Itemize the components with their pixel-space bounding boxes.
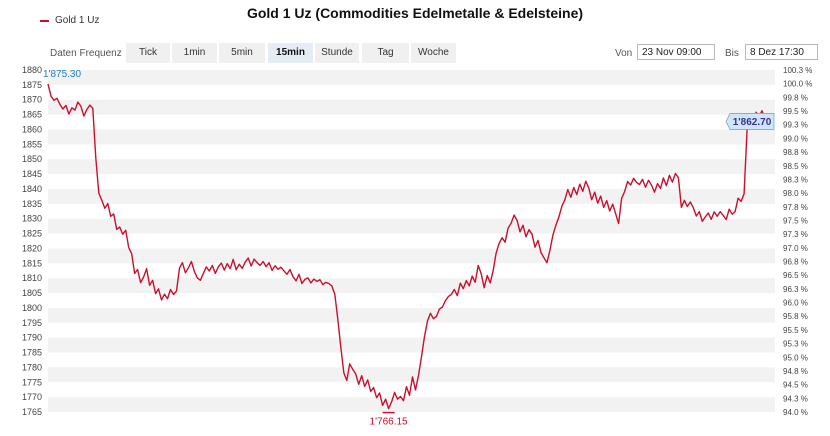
y-axis-left-tick: 1850 [22, 154, 42, 164]
y-axis-left-tick: 1795 [22, 318, 42, 328]
y-axis-left-tick: 1860 [22, 124, 42, 134]
y-axis-left-tick: 1765 [22, 407, 42, 417]
y-axis-right-tick: 97.0 % [783, 244, 808, 253]
y-axis-right-tick: 97.8 % [783, 203, 808, 212]
y-axis-right-tick: 98.8 % [783, 148, 808, 157]
frequency-1min-button[interactable]: 1min [172, 43, 217, 63]
y-axis-left-tick: 1810 [22, 273, 42, 283]
grid-band [48, 248, 775, 264]
y-axis-left-tick: 1805 [22, 288, 42, 298]
y-axis-right-tick: 97.5 % [783, 216, 808, 225]
y-axis-right-tick: 95.5 % [783, 326, 808, 335]
y-axis-right-tick: 99.8 % [783, 93, 808, 102]
to-date-input[interactable] [745, 44, 818, 60]
last-value-label: 1'862.70 [733, 117, 772, 128]
last-value-callout [725, 113, 775, 130]
legend-swatch [40, 19, 49, 22]
grid-band [48, 99, 775, 115]
y-axis-left-tick: 1825 [22, 229, 42, 239]
y-axis-left-tick: 1775 [22, 377, 42, 387]
y-axis-left-tick: 1820 [22, 243, 42, 253]
y-axis-left-tick: 1800 [22, 303, 42, 313]
y-axis-right-tick: 94.5 % [783, 381, 808, 390]
y-axis-right-tick: 94.8 % [783, 367, 808, 376]
grid-band [48, 70, 775, 85]
grid-band [48, 188, 775, 204]
y-axis-left-tick: 1870 [22, 95, 42, 105]
legend[interactable]: Gold 1 Uz [40, 15, 99, 26]
y-axis-left-tick: 1835 [22, 199, 42, 209]
y-axis-right-tick: 98.0 % [783, 189, 808, 198]
frequency-5min-button[interactable]: 5min [219, 43, 265, 63]
from-label: Von [615, 48, 633, 59]
y-axis-left-tick: 1875 [22, 80, 42, 90]
frequency-stunde-button[interactable]: Stunde [315, 43, 359, 63]
y-axis-right-tick: 95.8 % [783, 312, 808, 321]
y-axis-right-tick: 98.3 % [783, 175, 808, 184]
frequency-15min-button[interactable]: 15min [268, 43, 313, 63]
legend-label: Gold 1 Uz [55, 15, 100, 26]
grid-band [48, 218, 775, 234]
y-axis-right-tick: 99.5 % [783, 107, 808, 116]
y-axis-left-tick: 1780 [22, 362, 42, 372]
y-axis-right-tick: 99.0 % [783, 134, 808, 143]
y-axis-right-tick: 94.3 % [783, 394, 808, 403]
y-axis-left-tick: 1845 [22, 169, 42, 179]
y-axis-right-tick: 99.3 % [783, 121, 808, 130]
start-value-label: 1'875.30 [43, 69, 81, 80]
toolbar: Daten Frequenz Tick 1min 5min 15min Stun… [0, 43, 830, 63]
y-axis-right-tick: 96.0 % [783, 299, 808, 308]
grid-band [48, 278, 775, 294]
frequency-tag-button[interactable]: Tag [362, 43, 409, 63]
y-axis-right-tick: 100.0 % [783, 80, 812, 89]
y-axis-right-tick: 94.0 % [783, 408, 808, 417]
grid-band [48, 367, 775, 383]
chart-title: Gold 1 Uz (Commodities Edelmetalle & Ede… [246, 5, 584, 21]
grid-band [48, 337, 775, 353]
frequency-woche-button[interactable]: Woche [411, 43, 456, 63]
y-axis-right-tick: 96.5 % [783, 271, 808, 280]
min-value-label: 1'766.15 [370, 417, 408, 428]
y-axis-left-tick: 1840 [22, 184, 42, 194]
frequency-label: Daten Frequenz [50, 48, 122, 59]
y-axis-left-tick: 1770 [22, 392, 42, 402]
y-axis-left-tick: 1855 [22, 139, 42, 149]
price-line [47, 83, 772, 410]
y-axis-right-tick: 95.0 % [783, 353, 808, 362]
y-axis-right-tick: 96.8 % [783, 258, 808, 267]
grid-band [48, 129, 775, 145]
y-axis-left-tick: 1865 [22, 110, 42, 120]
y-axis-left-tick: 1880 [22, 65, 42, 75]
from-date-input[interactable] [637, 44, 715, 60]
y-axis-right-tick: 96.3 % [783, 285, 808, 294]
y-axis-left-tick: 1790 [22, 333, 42, 343]
frequency-tick-button[interactable]: Tick [126, 43, 170, 63]
y-axis-right-tick: 95.3 % [783, 340, 808, 349]
grid-band [48, 307, 775, 323]
grid-band [48, 159, 775, 175]
y-axis-right-tick: 100.3 % [783, 66, 812, 75]
to-label: Bis [725, 48, 739, 59]
y-axis-left-tick: 1815 [22, 258, 42, 268]
y-axis-right-tick: 98.5 % [783, 162, 808, 171]
y-axis-right-tick: 97.3 % [783, 230, 808, 239]
y-axis-left-tick: 1830 [22, 214, 42, 224]
grid-band [48, 397, 775, 412]
y-axis-left-tick: 1785 [22, 348, 42, 358]
